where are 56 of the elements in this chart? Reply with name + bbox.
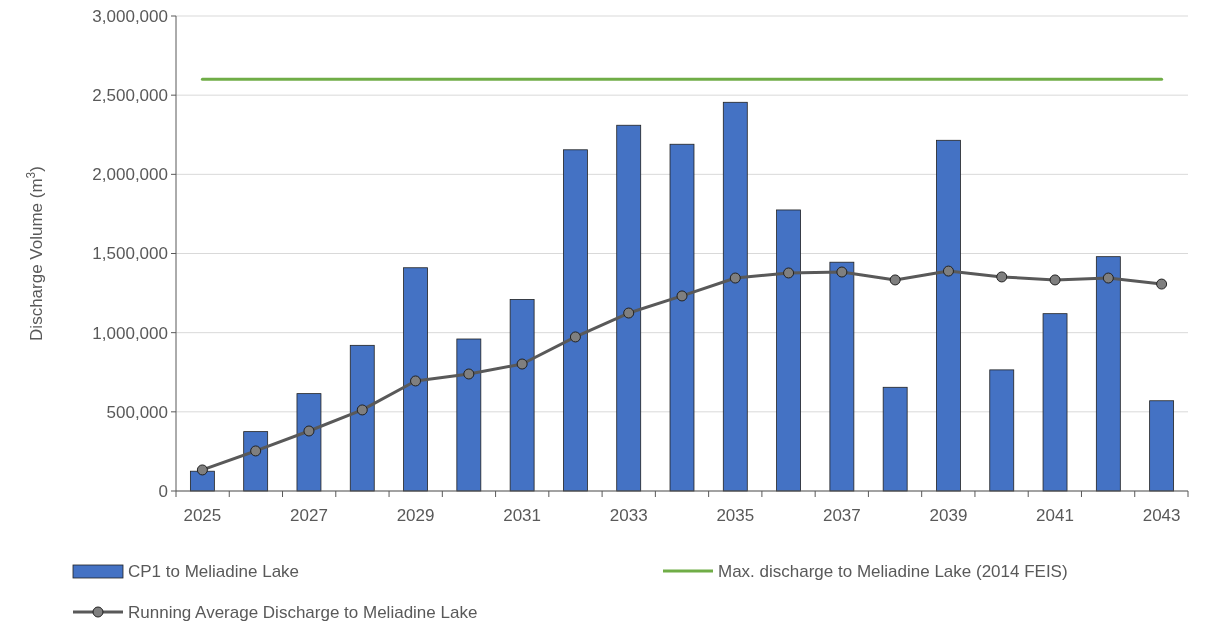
legend-label: Max. discharge to Meliadine Lake (2014 FEIS)	[718, 561, 1068, 581]
bar	[563, 149, 588, 492]
point	[729, 272, 741, 284]
x-tick-label: 2025	[183, 506, 222, 525]
x-tick-label: 2027	[290, 506, 328, 525]
bar	[403, 267, 428, 492]
point	[996, 271, 1008, 283]
x-tick-label: 2033	[609, 506, 648, 525]
point	[516, 358, 528, 370]
y-tick-label: 1,000,000	[92, 323, 168, 343]
point	[1156, 278, 1168, 290]
x-tick-label: 2031	[503, 506, 542, 525]
bar	[296, 393, 322, 492]
y-tick-label: 0	[158, 481, 168, 501]
point	[1049, 274, 1061, 286]
point	[196, 464, 208, 476]
x-tick-label: 2037	[822, 506, 861, 525]
point	[836, 266, 848, 278]
bar	[1149, 400, 1175, 492]
point	[783, 267, 795, 279]
x-tick-label: 2043	[1142, 506, 1181, 525]
point	[1102, 272, 1114, 284]
bar	[669, 143, 695, 492]
x-tick-label: 2035	[716, 506, 755, 525]
bar	[1095, 256, 1121, 492]
point	[942, 265, 954, 277]
y-tick-label: 3,000,000	[92, 6, 168, 26]
point	[676, 290, 688, 302]
legend-label: Running Average Discharge to Meliadine Lake	[128, 602, 478, 622]
point	[356, 404, 368, 416]
x-tick-label: 2041	[1036, 506, 1074, 525]
bar	[456, 338, 482, 492]
point	[250, 445, 262, 457]
bar	[882, 386, 908, 492]
bar	[989, 369, 1015, 492]
bar	[829, 261, 855, 492]
point	[463, 368, 475, 380]
bar	[509, 299, 535, 492]
point	[303, 425, 315, 437]
bar	[722, 101, 748, 492]
y-tick-label: 500,000	[106, 402, 168, 422]
x-tick-label: 2039	[929, 506, 968, 525]
point	[410, 375, 422, 387]
point	[569, 331, 581, 343]
y-tick-label: 2,500,000	[92, 86, 168, 106]
y-tick-label: 1,500,000	[92, 244, 168, 264]
bar	[776, 209, 801, 492]
legend-label: CP1 to Meliadine Lake	[128, 561, 300, 581]
y-tick-label: 2,000,000	[92, 165, 168, 185]
bar	[1042, 313, 1068, 492]
bar	[349, 344, 375, 492]
x-tick-label: 2029	[396, 506, 435, 525]
point	[623, 307, 635, 319]
bar	[616, 124, 642, 492]
point	[889, 274, 901, 286]
bar	[936, 139, 961, 492]
